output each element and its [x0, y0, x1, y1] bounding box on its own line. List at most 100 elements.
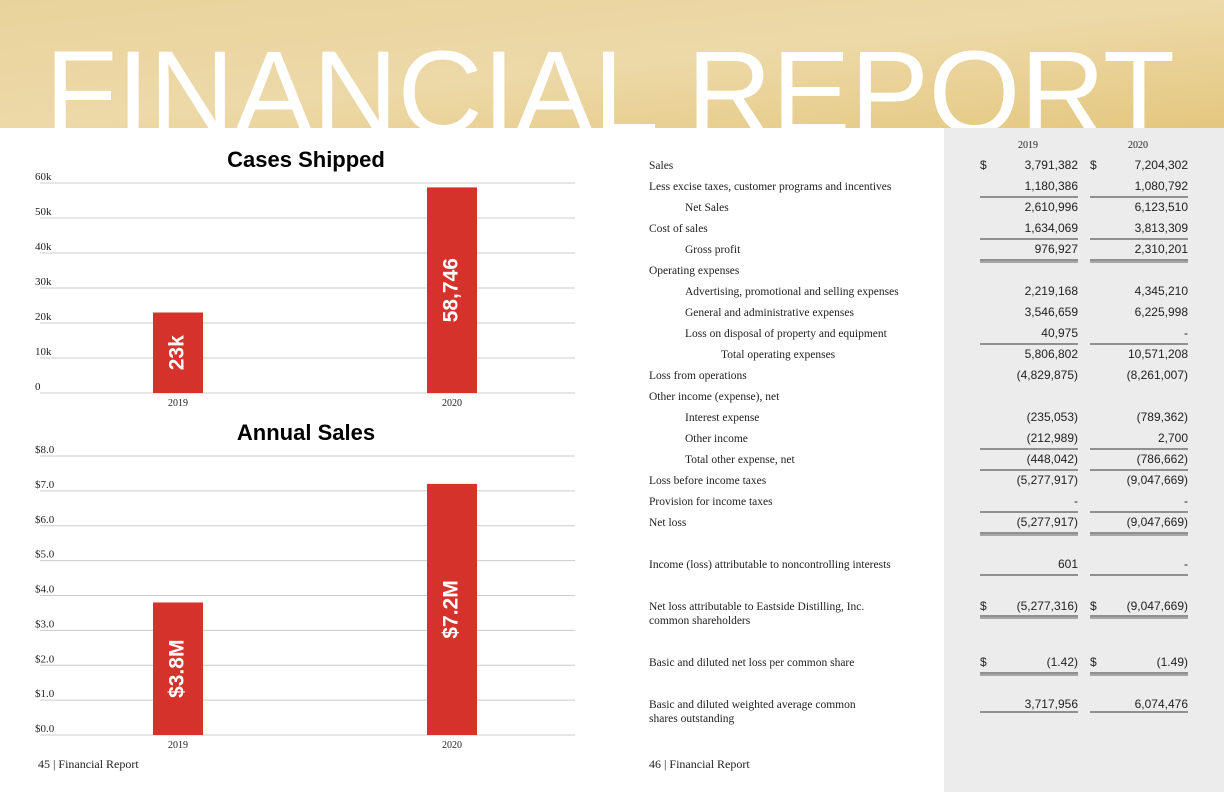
row-label: Total operating expenses — [721, 349, 836, 361]
cell-value: (235,053) — [1027, 410, 1078, 424]
cell-value: 2,219,168 — [1025, 284, 1079, 298]
row-label: Advertising, promotional and selling exp… — [685, 286, 899, 298]
cell-value: - — [1074, 494, 1078, 508]
y-tick-label: 0 — [35, 381, 41, 393]
cell-value: (9,047,669) — [1127, 473, 1188, 487]
y-tick-label: 30k — [35, 276, 52, 288]
cell-value: - — [1184, 557, 1188, 571]
cell-value: 3,546,659 — [1025, 305, 1079, 319]
currency-symbol: $ — [980, 599, 987, 613]
cell-value: 40,975 — [1041, 326, 1078, 340]
cell-value: - — [1184, 494, 1188, 508]
y-tick-label: $0.0 — [35, 723, 55, 735]
currency-symbol: $ — [1090, 158, 1097, 172]
x-tick-label: 2020 — [442, 740, 462, 751]
cell-value: (786,662) — [1137, 452, 1188, 466]
row-label: Gross profit — [685, 244, 741, 256]
row-label: Basic and diluted weighted average commo… — [649, 699, 856, 711]
column-header: 2019 — [1018, 140, 1038, 151]
header-band — [0, 0, 1224, 128]
cell-value: 3,717,956 — [1025, 697, 1079, 711]
x-tick-label: 2020 — [442, 398, 462, 409]
cell-value: 4,345,210 — [1135, 284, 1189, 298]
cell-value: 6,074,476 — [1135, 697, 1189, 711]
cell-value: (9,047,669) — [1127, 599, 1188, 613]
cell-value: 7,204,302 — [1135, 158, 1189, 172]
cell-value: 6,225,998 — [1135, 305, 1189, 319]
bar — [153, 312, 203, 393]
y-tick-label: 40k — [35, 241, 52, 253]
cell-value: (9,047,669) — [1127, 515, 1188, 529]
row-label: Net loss attributable to Eastside Distil… — [649, 601, 864, 613]
row-label: Loss from operations — [649, 370, 747, 382]
currency-symbol: $ — [1090, 599, 1097, 613]
cell-value: (448,042) — [1027, 452, 1078, 466]
cell-value: 6,123,510 — [1135, 200, 1189, 214]
y-tick-label: $2.0 — [35, 653, 55, 665]
column-header: 2020 — [1128, 140, 1148, 151]
cell-value: (1.49) — [1157, 655, 1188, 669]
cell-value: 3,791,382 — [1025, 158, 1079, 172]
cell-value: (1.42) — [1047, 655, 1078, 669]
row-label: Interest expense — [685, 412, 759, 424]
row-label: Income (loss) attributable to noncontrol… — [649, 559, 891, 571]
row-label: shares outstanding — [649, 713, 735, 725]
row-label: Other income — [685, 433, 748, 445]
bar — [427, 187, 477, 393]
row-label: Basic and diluted net loss per common sh… — [649, 657, 854, 669]
row-label: Operating expenses — [649, 265, 740, 277]
cell-value: (5,277,917) — [1017, 515, 1078, 529]
bar — [153, 602, 203, 735]
cell-value: (8,261,007) — [1127, 368, 1188, 382]
y-tick-label: $4.0 — [35, 584, 55, 596]
cell-value: 2,610,996 — [1025, 200, 1079, 214]
page-title: FINANCIAL REPORT — [45, 27, 1175, 159]
cell-value: - — [1184, 326, 1188, 340]
cell-value: (789,362) — [1137, 410, 1188, 424]
cell-value: (4,829,875) — [1017, 368, 1078, 382]
footer-right: 46 | Financial Report — [649, 757, 750, 771]
cell-value: (5,277,316) — [1017, 599, 1078, 613]
value-label: $7.2M — [440, 580, 463, 638]
value-label: 58,746 — [440, 258, 463, 322]
row-label: Less excise taxes, customer programs and… — [649, 181, 892, 193]
footer-left: 45 | Financial Report — [38, 757, 139, 771]
row-label: Provision for income taxes — [649, 496, 773, 508]
cell-value: 1,634,069 — [1025, 221, 1079, 235]
value-label: 23k — [166, 335, 189, 370]
currency-symbol: $ — [980, 158, 987, 172]
y-tick-label: $8.0 — [35, 444, 55, 456]
x-tick-label: 2019 — [168, 398, 188, 409]
y-tick-label: 60k — [35, 171, 52, 183]
row-label: Sales — [649, 160, 674, 172]
row-label: Net Sales — [685, 202, 729, 214]
cell-value: 1,180,386 — [1025, 179, 1079, 193]
bar — [427, 483, 477, 735]
cell-value: (5,277,917) — [1017, 473, 1078, 487]
cell-value: 976,927 — [1035, 242, 1079, 256]
row-label: common shareholders — [649, 615, 751, 627]
y-tick-label: 10k — [35, 346, 52, 358]
y-tick-label: $3.0 — [35, 618, 55, 630]
chart-title: Annual Sales — [237, 420, 375, 445]
row-label: Loss before income taxes — [649, 475, 767, 487]
chart-title: Cases Shipped — [227, 147, 385, 172]
row-label: Total other expense, net — [685, 454, 795, 466]
currency-symbol: $ — [1090, 655, 1097, 669]
cell-value: 1,080,792 — [1135, 179, 1189, 193]
cell-value: 601 — [1058, 557, 1078, 571]
value-label: $3.8M — [166, 640, 189, 698]
cell-value: 3,813,309 — [1135, 221, 1189, 235]
y-tick-label: 50k — [35, 206, 52, 218]
y-tick-label: $7.0 — [35, 479, 55, 491]
y-tick-label: $1.0 — [35, 688, 55, 700]
row-label: Other income (expense), net — [649, 391, 780, 403]
row-label: Loss on disposal of property and equipme… — [685, 328, 888, 340]
y-tick-label: $5.0 — [35, 549, 55, 561]
row-label: Cost of sales — [649, 223, 708, 235]
y-tick-label: 20k — [35, 311, 52, 323]
y-tick-label: $6.0 — [35, 514, 55, 526]
row-label: Net loss — [649, 517, 687, 529]
